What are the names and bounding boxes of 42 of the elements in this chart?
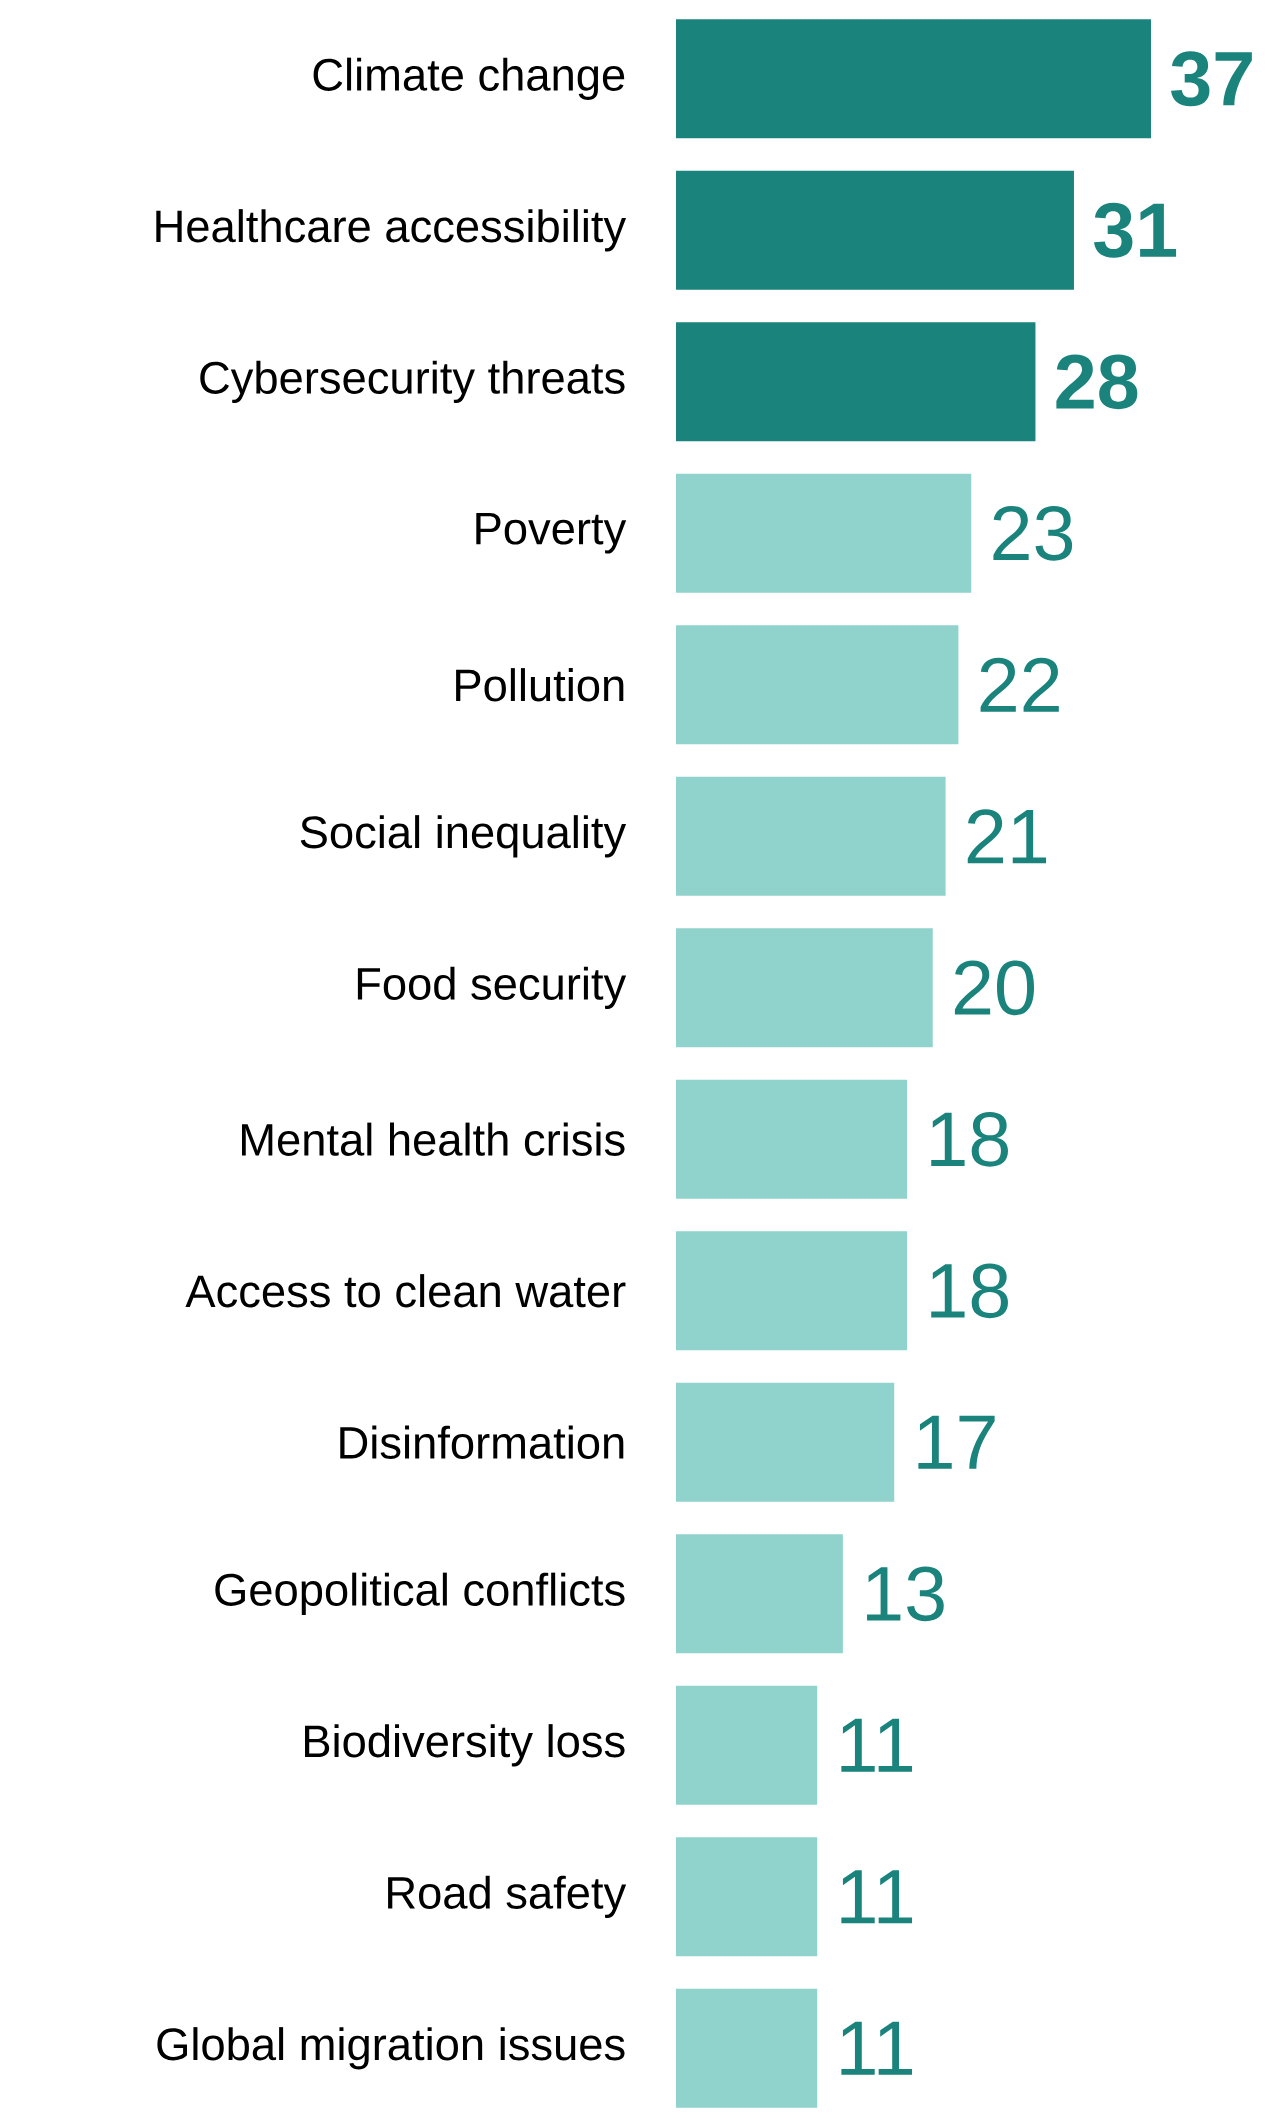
y-tick-label: Cybersecurity threats [200,360,625,403]
bar [675,928,933,1048]
y-tick-label: Access to clean water [185,1274,626,1308]
bar [675,1685,818,1805]
bar [675,1988,818,2108]
y-tick-label: Poverty [476,512,627,554]
data-label: 13 [867,1566,944,1622]
y-tick-label: Biodiversity loss [305,1724,625,1767]
bar [675,1837,818,1957]
data-label: 11 [841,1718,912,1772]
bar [675,1079,908,1199]
data-label: 21 [967,809,1047,864]
bar [675,19,1151,139]
y-tick-label: Global migration issues [157,2027,625,2070]
y-tick-label: Geopolitical conflicts [215,1572,625,1615]
y-tick-label: Disinformation [340,1425,624,1459]
bar [675,170,1074,290]
data-label: 11 [841,2021,912,2075]
y-tick-label: Pollution [456,668,624,702]
data-label: 18 [931,1263,1008,1319]
data-label: 20 [954,960,1034,1016]
y-tick-label: Food security [357,966,627,1009]
data-label: 23 [993,505,1073,561]
y-tick-label: Healthcare accessibility [156,209,627,252]
data-label: 22 [980,657,1059,712]
y-tick-label: Climate change [313,57,625,100]
data-label: 37 [1171,51,1252,107]
data-label: 11 [841,1870,912,1924]
data-label: 31 [1094,202,1177,258]
bar [675,776,946,896]
bar [675,625,959,745]
data-label: 18 [931,1111,1008,1167]
data-label: 28 [1056,354,1138,410]
y-tick-label: Road safety [388,1875,627,1918]
bar [675,322,1036,442]
data-label: 17 [918,1415,995,1469]
bar [675,473,972,593]
bar [675,1534,843,1654]
bar [675,1382,895,1502]
y-tick-label: Mental health crisis [241,1122,625,1156]
bar [675,1231,908,1351]
y-tick-label: Social inequality [300,815,627,858]
